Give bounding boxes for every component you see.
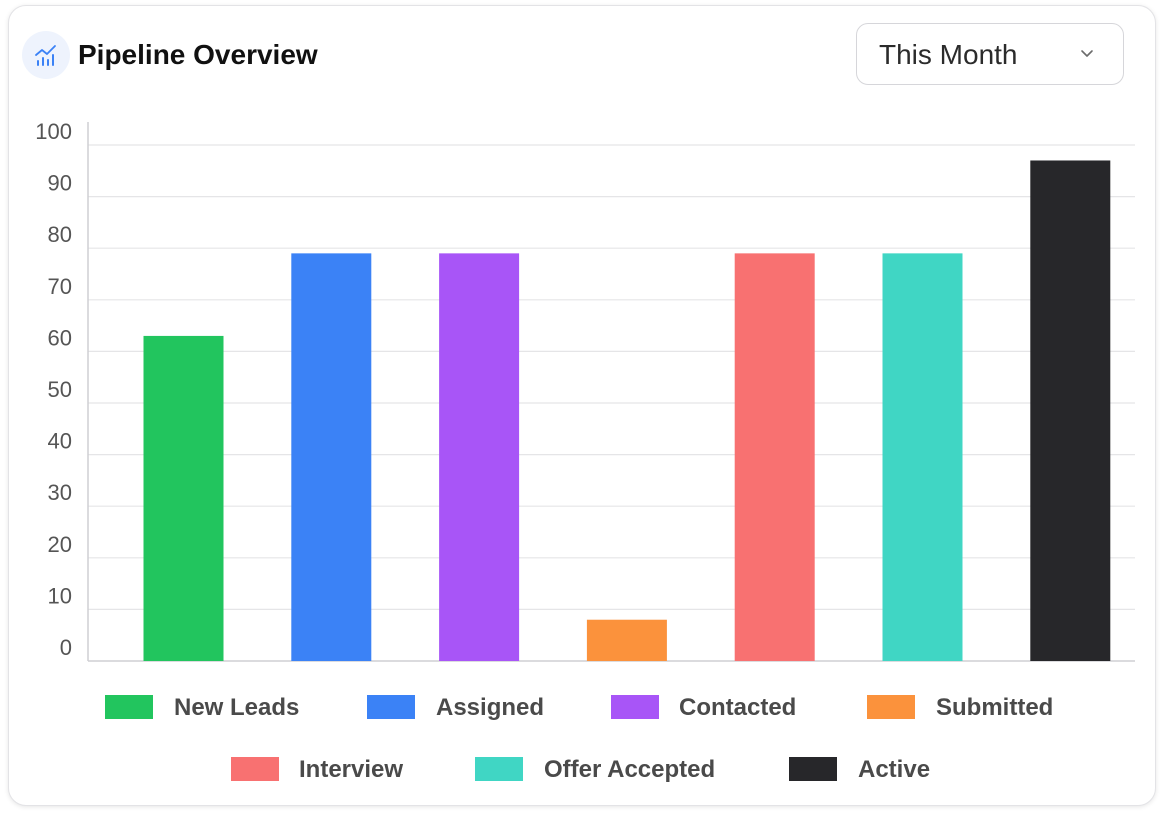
y-tick-label: 90 <box>48 171 72 196</box>
bar-new-leads <box>143 335 224 661</box>
legend-swatch <box>231 757 279 781</box>
legend-swatch <box>611 695 659 719</box>
legend-label: Assigned <box>436 694 544 721</box>
y-tick-label: 20 <box>48 532 72 557</box>
legend-label: Submitted <box>936 694 1053 721</box>
bar-offer-accepted <box>882 253 963 662</box>
y-tick-label: 100 <box>35 119 72 144</box>
chart-trend-icon <box>22 31 70 79</box>
bar-active <box>1030 160 1111 662</box>
y-tick-label: 30 <box>48 480 72 505</box>
y-tick-label: 50 <box>48 377 72 402</box>
bar-interview <box>734 253 815 662</box>
legend-swatch <box>367 695 415 719</box>
y-tick-label: 60 <box>48 325 72 350</box>
chart-trend-icon-glyph <box>35 45 56 66</box>
legend-label: Offer Accepted <box>544 756 715 783</box>
bar-submitted <box>586 619 667 661</box>
legend-swatch <box>105 695 153 719</box>
legend-swatch <box>867 695 915 719</box>
legend-label: Contacted <box>679 694 796 721</box>
legend-label: Interview <box>299 756 403 783</box>
chevron-down-icon <box>1079 46 1095 65</box>
y-tick-label: 80 <box>48 222 72 247</box>
legend-label: Active <box>858 756 930 783</box>
period-select-value: This Month <box>879 39 1018 70</box>
legend-swatch <box>475 757 523 781</box>
legend-swatch <box>789 757 837 781</box>
y-tick-label: 10 <box>48 583 72 608</box>
legend-label: New Leads <box>174 694 299 721</box>
y-tick-label: 0 <box>60 635 72 660</box>
y-tick-label: 40 <box>48 429 72 454</box>
y-tick-label: 70 <box>48 274 72 299</box>
bar-contacted <box>439 253 520 662</box>
bar-assigned <box>291 253 372 662</box>
page-title: Pipeline Overview <box>78 39 318 70</box>
period-select[interactable]: This Month <box>856 23 1124 85</box>
